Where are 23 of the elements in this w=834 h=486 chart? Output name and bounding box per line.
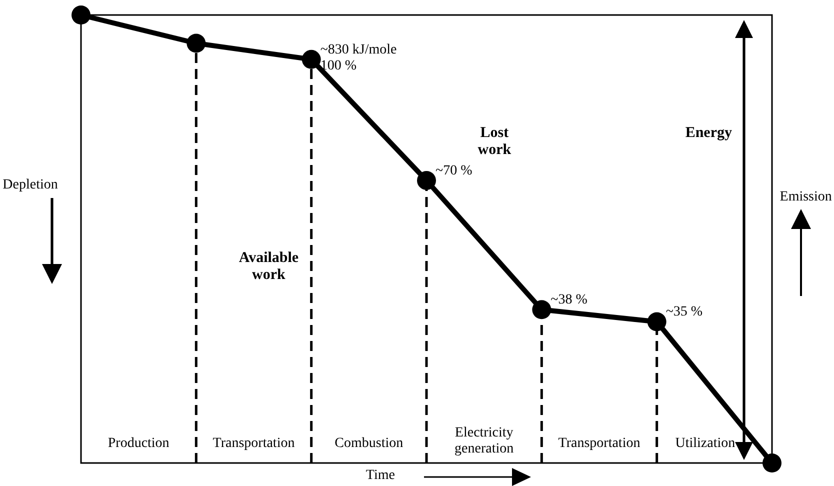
point [72, 6, 90, 24]
data-label: ~38 % [550, 292, 588, 308]
data-label: ~70 % [436, 163, 473, 178]
point [647, 312, 666, 332]
annotation: Transportation [212, 436, 295, 451]
point [762, 454, 782, 472]
annotation: Production [108, 436, 170, 451]
data-label: ~35 % [666, 304, 703, 320]
annotation: Transportation [558, 436, 640, 451]
point [532, 300, 552, 320]
point [186, 34, 206, 53]
annotation: Energy [685, 125, 732, 142]
annotation: Utilization [675, 436, 736, 451]
annotation: Electricity generation [454, 426, 514, 457]
point [302, 50, 321, 69]
annotation: Available work [238, 250, 299, 284]
data-label: ~830 kJ/mole 100 % [320, 42, 397, 74]
text: Depletion [2, 178, 58, 193]
x-axis-title: Time [366, 468, 395, 484]
text: Emission [780, 190, 832, 205]
annotation: Lost work [478, 125, 512, 158]
annotation: Combustion [334, 436, 404, 451]
point [417, 171, 436, 190]
